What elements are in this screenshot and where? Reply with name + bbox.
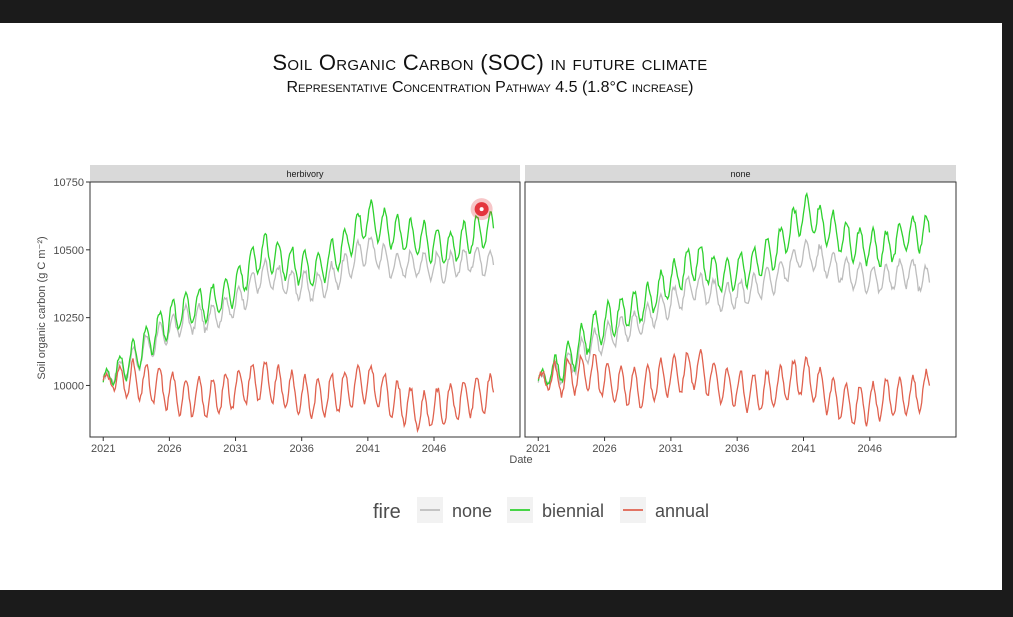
y-tick-label: 10750	[53, 177, 84, 189]
x-tick-label: 2041	[356, 443, 380, 455]
legend-label-biennial: biennial	[542, 501, 604, 521]
facet-strip	[525, 165, 956, 182]
facet-panel-herbivory: herbivory 2021 2026 2031 2036 2041 2046 10000 10…	[53, 165, 521, 455]
panel-frame	[524, 181, 957, 438]
series-line-biennial	[537, 191, 931, 387]
x-tick-label: 2021	[91, 443, 115, 455]
facet-strip	[90, 165, 520, 182]
x-tick-label: 2046	[858, 443, 882, 455]
series-line-annual	[102, 358, 495, 434]
x-tick-label: 2031	[659, 443, 683, 455]
x-axis-label: Date	[509, 454, 532, 466]
x-tick-label: 2026	[592, 443, 616, 455]
x-tick-label: 2036	[289, 443, 313, 455]
x-tick-label: 2046	[422, 443, 446, 455]
facet-strip-label: none	[730, 169, 750, 179]
slide-subtitle: Representative Concentration Pathway 4.5…	[286, 79, 694, 96]
x-tick-label: 2031	[223, 443, 247, 455]
facet-strip-label: herbivory	[286, 169, 324, 179]
highlight-center	[479, 207, 484, 212]
x-tick-label: 2021	[526, 443, 550, 455]
y-axis-label: Soil organic carbon (g C m⁻²)	[36, 236, 48, 379]
legend-label-none: none	[452, 501, 492, 521]
x-tick-label: 2026	[157, 443, 181, 455]
series-line-biennial	[102, 199, 495, 387]
y-tick-label: 10250	[53, 313, 84, 325]
x-tick-label: 2041	[791, 443, 815, 455]
legend-label-annual: annual	[655, 501, 709, 521]
x-tick-label: 2036	[725, 443, 749, 455]
legend: fire none biennial annual	[373, 497, 709, 523]
series-line-none	[537, 238, 931, 387]
facet-panel-none: none 2021 2026 2031 2036 2041 2046	[524, 165, 957, 455]
slide-title: Soil Organic Carbon (SOC) in future clim…	[272, 50, 708, 75]
series-line-annual	[537, 349, 931, 427]
y-tick-label: 10000	[53, 380, 84, 392]
legend-title: fire	[373, 501, 401, 523]
y-tick-label: 10500	[53, 245, 84, 257]
